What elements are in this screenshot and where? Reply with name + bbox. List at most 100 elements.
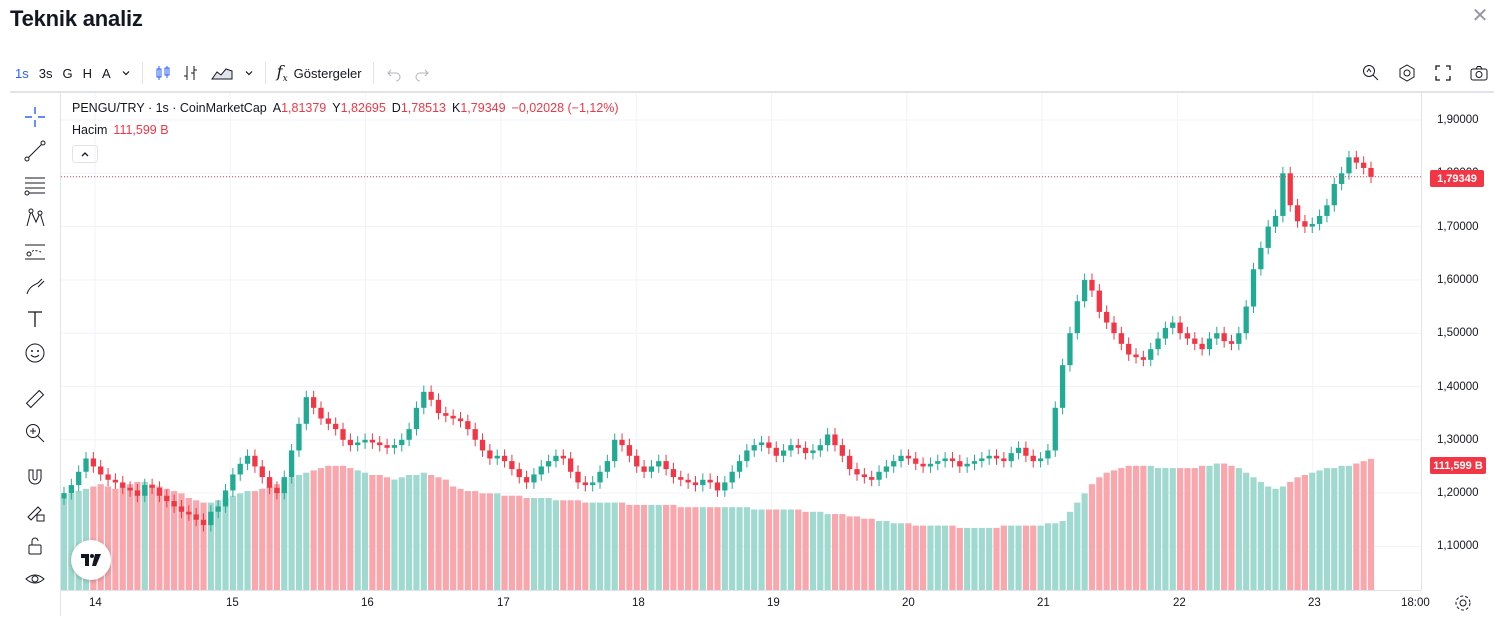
candle-body	[817, 445, 823, 451]
ruler-icon[interactable]	[23, 387, 47, 411]
candle-body	[1258, 247, 1264, 270]
area-chart-icon[interactable]	[205, 59, 239, 87]
volume-bar	[266, 486, 273, 590]
candle-body	[905, 455, 912, 459]
prediction-icon[interactable]	[23, 240, 47, 264]
volume-bar	[310, 470, 317, 590]
candles-chart-type-icon[interactable]	[149, 59, 177, 87]
crosshair-icon[interactable]	[23, 105, 47, 129]
candle-body	[523, 477, 530, 483]
collapse-legend-button[interactable]	[72, 145, 98, 163]
undo-icon[interactable]	[380, 59, 408, 87]
settings-icon[interactable]	[1396, 62, 1418, 84]
volume-bar	[229, 495, 236, 590]
volume-bar	[1221, 463, 1228, 590]
volume-bar	[1272, 488, 1279, 590]
volume-bar	[663, 504, 670, 590]
candle-body	[83, 458, 89, 472]
unlock-icon[interactable]	[23, 534, 47, 558]
candle-body	[1030, 455, 1036, 462]
text-tool-icon[interactable]	[23, 307, 47, 331]
candle-body	[1140, 357, 1147, 360]
volume-bar	[1184, 468, 1191, 590]
candle-body	[1192, 338, 1198, 344]
chart-area[interactable]	[60, 93, 1449, 590]
volume-bar	[200, 502, 207, 590]
volume-bar	[538, 498, 545, 590]
indicators-button[interactable]: fx Göstergeler	[272, 59, 367, 87]
candle-body	[237, 463, 243, 475]
price-tick: 1,40000	[1437, 381, 1479, 393]
candle-body	[876, 471, 882, 480]
tradingview-logo[interactable]	[71, 540, 111, 580]
candle-body	[399, 439, 405, 446]
candle-body	[230, 474, 236, 491]
candle-body	[604, 461, 611, 472]
candle-body	[751, 445, 757, 451]
candle-body	[949, 458, 956, 462]
indicators-label: Göstergeler	[293, 65, 362, 81]
volume-bar	[604, 502, 611, 590]
chart-type-dropdown-icon[interactable]	[239, 59, 259, 87]
interval-1s[interactable]: 1s	[15, 65, 29, 81]
interval-3s[interactable]: 3s	[38, 65, 53, 81]
volume-bar	[971, 527, 978, 590]
candle-body	[927, 463, 934, 467]
symbol-name[interactable]: PENGU/TRY · 1s · CoinMarketCap	[72, 101, 267, 115]
candle-body	[303, 397, 309, 424]
trend-line-icon[interactable]	[23, 139, 47, 163]
volume-bar	[1030, 525, 1037, 590]
volume-bar	[1360, 461, 1367, 590]
high-label: Y	[332, 101, 341, 115]
volume-bar	[163, 488, 170, 590]
fib-retracement-icon[interactable]	[23, 173, 47, 197]
candle-body	[568, 458, 574, 472]
time-axis[interactable]: 14 15 16 17 18 19 20 21 22 23 18:00	[61, 590, 1430, 617]
volume-bar	[618, 502, 626, 590]
candle-body	[758, 442, 765, 446]
volume-bar	[1147, 465, 1154, 590]
candle-body	[971, 461, 978, 464]
camera-icon[interactable]	[1468, 62, 1490, 84]
gear-icon[interactable]	[1454, 594, 1472, 612]
candle-body	[450, 415, 456, 419]
candle-body	[76, 471, 82, 486]
volume-bar	[868, 518, 875, 590]
candle-body	[1001, 458, 1007, 462]
volume-bar	[435, 477, 442, 590]
volume-bar	[523, 498, 530, 590]
volume-bar	[413, 475, 420, 590]
candle-body	[1331, 183, 1337, 206]
price-axis[interactable]: 1,90000 1,80000 1,70000 1,60000 1,50000 …	[1421, 93, 1500, 590]
brush-icon[interactable]	[23, 274, 47, 298]
eye-icon[interactable]	[23, 567, 47, 591]
volume-bar	[1052, 523, 1059, 590]
lock-drawing-icon[interactable]	[23, 500, 47, 524]
interval-h[interactable]: H	[82, 65, 92, 81]
close-icon[interactable]: ✕	[1471, 5, 1489, 27]
candle-body	[215, 506, 221, 512]
magnet-icon[interactable]	[23, 466, 47, 490]
interval-dropdown-icon[interactable]	[116, 59, 136, 87]
volume-bar	[1066, 511, 1074, 590]
pattern-icon[interactable]	[23, 206, 47, 230]
compare-icon[interactable]	[177, 59, 205, 87]
fullscreen-icon[interactable]	[1432, 62, 1454, 84]
candle-body	[222, 490, 229, 507]
quick-search-icon[interactable]	[1360, 62, 1382, 84]
toolbar-divider	[264, 62, 266, 84]
candle-body	[736, 461, 743, 472]
volume-bar	[611, 502, 618, 590]
tradingview-logo-icon	[81, 554, 101, 566]
candle-body	[333, 423, 339, 430]
candlestick-chart[interactable]	[60, 93, 1449, 590]
volume-bar	[156, 486, 163, 590]
volume-bar	[640, 504, 648, 590]
interval-g[interactable]: G	[62, 65, 73, 81]
interval-a[interactable]: A	[101, 65, 111, 81]
emoji-icon[interactable]	[23, 341, 47, 365]
redo-icon[interactable]	[408, 59, 436, 87]
candle-body	[1302, 221, 1308, 227]
zoom-in-icon[interactable]	[23, 421, 47, 445]
price-tick: 1,90000	[1437, 114, 1479, 126]
